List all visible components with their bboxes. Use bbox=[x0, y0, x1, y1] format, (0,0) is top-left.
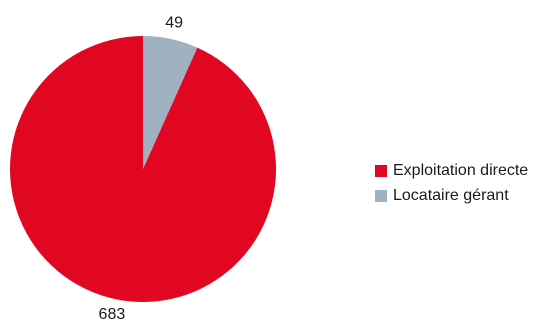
legend: Exploitation directe Locataire gérant bbox=[375, 160, 528, 210]
pie-slice-exploitation-directe bbox=[9, 36, 276, 302]
legend-item-exploitation-directe: Exploitation directe bbox=[375, 160, 528, 182]
legend-label-exploitation-directe: Exploitation directe bbox=[393, 162, 529, 179]
data-label-locataire-gerant: 49 bbox=[165, 15, 183, 32]
pie-slices bbox=[9, 36, 276, 302]
pie-data-labels: 683 49 bbox=[99, 15, 184, 323]
pie-slice-locataire-gerant bbox=[143, 36, 198, 169]
legend-label-locataire-gerant: Locataire gérant bbox=[393, 187, 509, 204]
legend-swatch-exploitation-directe bbox=[375, 165, 387, 177]
legend-item-locataire-gerant: Locataire gérant bbox=[375, 185, 528, 207]
legend-swatch-locataire-gerant bbox=[375, 190, 387, 202]
data-label-exploitation-directe: 683 bbox=[99, 306, 126, 323]
